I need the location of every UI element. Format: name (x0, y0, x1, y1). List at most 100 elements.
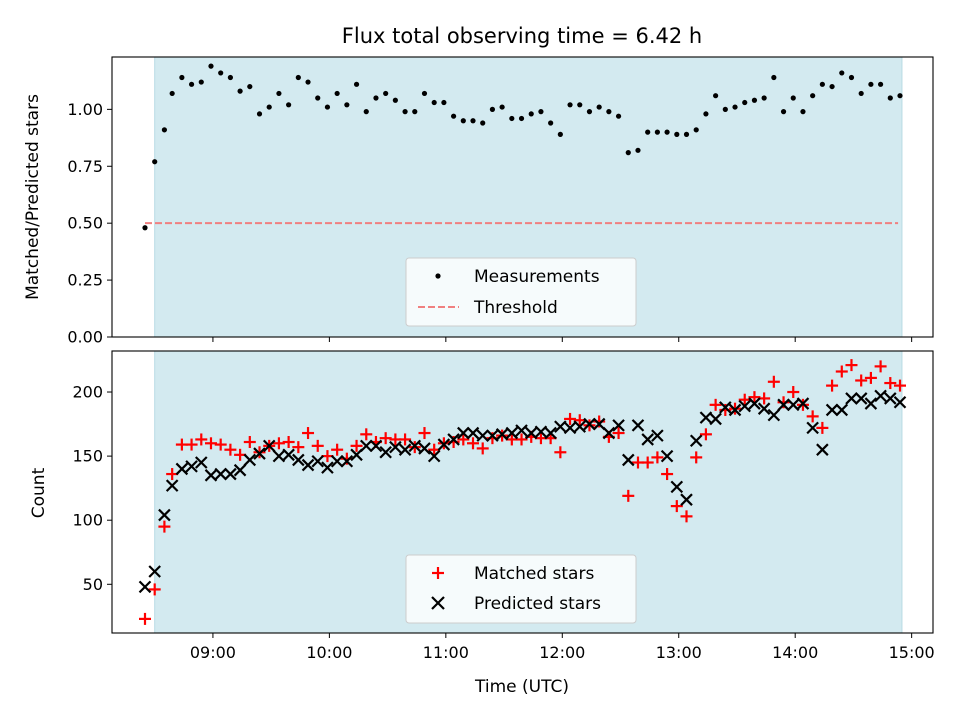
y-tick-label: 200 (72, 383, 103, 402)
x-axis-label: Time (UTC) (474, 677, 569, 697)
predicted-star-point (359, 439, 373, 453)
measurement-point (142, 225, 148, 231)
predicted-star-point (292, 453, 305, 467)
predicted-star-point (719, 401, 732, 414)
measurement-point (499, 104, 505, 110)
measurement-point (161, 127, 168, 133)
measurement-point (713, 93, 719, 99)
measurement-point (839, 70, 845, 76)
measurement-point (227, 74, 233, 81)
matched-star-point (282, 436, 295, 449)
measurement-point (198, 79, 204, 85)
measurement-point (586, 109, 593, 115)
legend-predicted-marker (431, 596, 445, 610)
measurement-point (606, 109, 612, 115)
matched-star-point (699, 428, 712, 441)
x-tick-label: 11:00 (423, 643, 469, 662)
predicted-star-point (709, 412, 722, 426)
measurement-point (858, 90, 864, 97)
measurement-point (208, 63, 214, 69)
legend-measurements-marker (435, 273, 441, 279)
measurement-point (790, 95, 796, 101)
measurement-point (324, 104, 331, 110)
predicted-star-point (282, 448, 295, 462)
count-points (138, 359, 907, 625)
measurement-point (742, 99, 748, 106)
predicted-star-point (457, 426, 470, 440)
measurement-point (548, 120, 554, 126)
predicted-star-point (418, 442, 431, 455)
matched-star-point (515, 433, 528, 446)
predicted-star-point (330, 454, 344, 468)
bottom-axes-frame (111, 350, 934, 634)
measurement-point (373, 95, 379, 101)
x-tick-label: 13:00 (656, 643, 702, 662)
measurement-point (635, 147, 641, 153)
predicted-star-point (311, 454, 325, 468)
matched-star-point (243, 436, 256, 449)
top-x-ticks (212, 337, 913, 342)
measurement-point (722, 106, 728, 112)
measurement-point (868, 81, 874, 87)
measurement-point (353, 81, 360, 87)
matched-star-point (855, 374, 868, 387)
measurement-point (577, 102, 583, 108)
measurement-point (703, 111, 709, 117)
predicted-star-point (835, 403, 849, 417)
matched-star-point (331, 443, 344, 456)
measurement-point (897, 93, 903, 99)
matched-star-point (864, 371, 877, 384)
measurements-series (142, 63, 903, 231)
measurement-point (256, 111, 263, 117)
matched-star-point (612, 427, 625, 440)
predicted-star-point (214, 467, 227, 481)
predicted-star-point (379, 445, 392, 459)
measurement-point (887, 95, 893, 101)
y-tick-label: 0.75 (67, 157, 103, 176)
measurement-point (780, 109, 787, 115)
matched-star-point (467, 437, 480, 450)
measurement-point (693, 127, 699, 133)
predicted-star-point (622, 453, 635, 467)
measurement-point (518, 115, 525, 122)
predicted-star-point (583, 417, 596, 431)
measurement-point (334, 90, 340, 97)
predicted-star-point (148, 565, 161, 578)
predicted-star-point (680, 493, 693, 506)
predicted-star-point (476, 429, 489, 442)
predicted-star-point (612, 419, 625, 432)
predicted-star-point (631, 419, 645, 432)
matched-star-point (204, 437, 217, 450)
bottom-legend-box (405, 554, 637, 624)
measurement-point (771, 74, 777, 81)
legend-predicted-label: Predicted stars (474, 594, 601, 614)
chart-title: Flux total observing time = 6.42 h (342, 24, 702, 48)
predicted-star-point (515, 424, 528, 437)
measurement-point (654, 129, 660, 135)
x-tick-label: 15:00 (889, 643, 935, 662)
matched-star-point (680, 510, 693, 523)
matched-star-point (670, 500, 683, 513)
measurement-point (295, 74, 301, 81)
measurement-point (421, 90, 428, 97)
predicted-star-point (816, 443, 829, 456)
top-y-ticks: 0.00 0.25 0.50 0.75 1.00 (67, 100, 112, 347)
measurement-point (412, 109, 418, 115)
predicted-star-point (195, 456, 208, 469)
y-tick-label: 100 (72, 511, 103, 530)
measurement-point (674, 131, 680, 137)
measurement-point (431, 99, 437, 106)
matched-star-point (738, 393, 751, 406)
measurement-point (829, 83, 835, 90)
measurement-point (509, 115, 515, 122)
predicted-star-point (845, 392, 858, 405)
predicted-star-point (825, 403, 839, 417)
legend-matched-label: Matched stars (474, 564, 594, 584)
predicted-star-point (738, 399, 752, 413)
matched-star-point (158, 520, 171, 533)
measurement-point (625, 150, 631, 156)
predicted-star-point (777, 398, 790, 412)
predicted-star-point (728, 403, 742, 417)
measurement-point (247, 83, 253, 90)
